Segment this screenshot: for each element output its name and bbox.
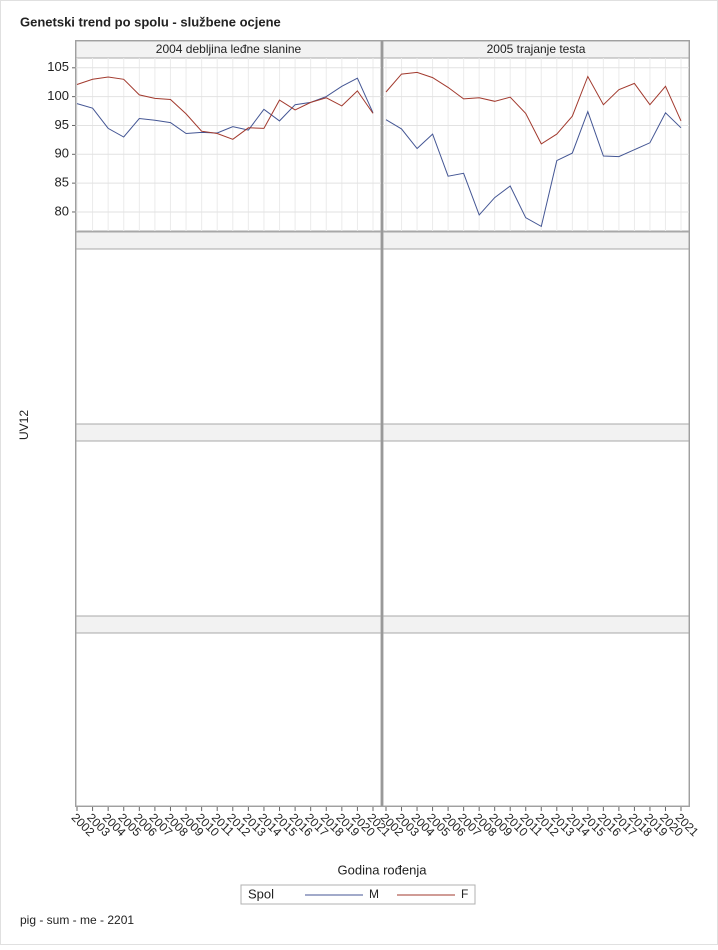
panel-title: 2005 trajanje testa [487, 42, 586, 56]
x-axis-label: Godina rođenja [338, 862, 428, 877]
series-line [76, 76, 374, 140]
series-line [385, 71, 682, 145]
y-tick-label: 100 [47, 88, 69, 103]
y-axis-label: UV12 [17, 410, 31, 440]
y-tick-label: 105 [47, 59, 69, 74]
page-title: Genetski trend po spolu - službene ocjen… [20, 14, 281, 29]
y-tick-label: 80 [55, 203, 69, 218]
panel-outline [75, 40, 690, 807]
y-tick-label: 95 [55, 117, 69, 132]
series-line [385, 110, 682, 228]
panel-title: 2004 debljina leđne slanine [156, 42, 302, 56]
plot-area [382, 57, 690, 232]
legend-title: Spol [248, 886, 274, 901]
series-line [76, 77, 374, 138]
panel-frames [75, 231, 690, 807]
y-tick-label: 85 [55, 175, 69, 190]
footnote: pig - sum - me - 2201 [20, 913, 134, 927]
plot-area [75, 57, 382, 232]
legend-label: F [461, 887, 468, 901]
legend-label: M [369, 887, 379, 901]
y-tick-label: 90 [55, 146, 69, 161]
